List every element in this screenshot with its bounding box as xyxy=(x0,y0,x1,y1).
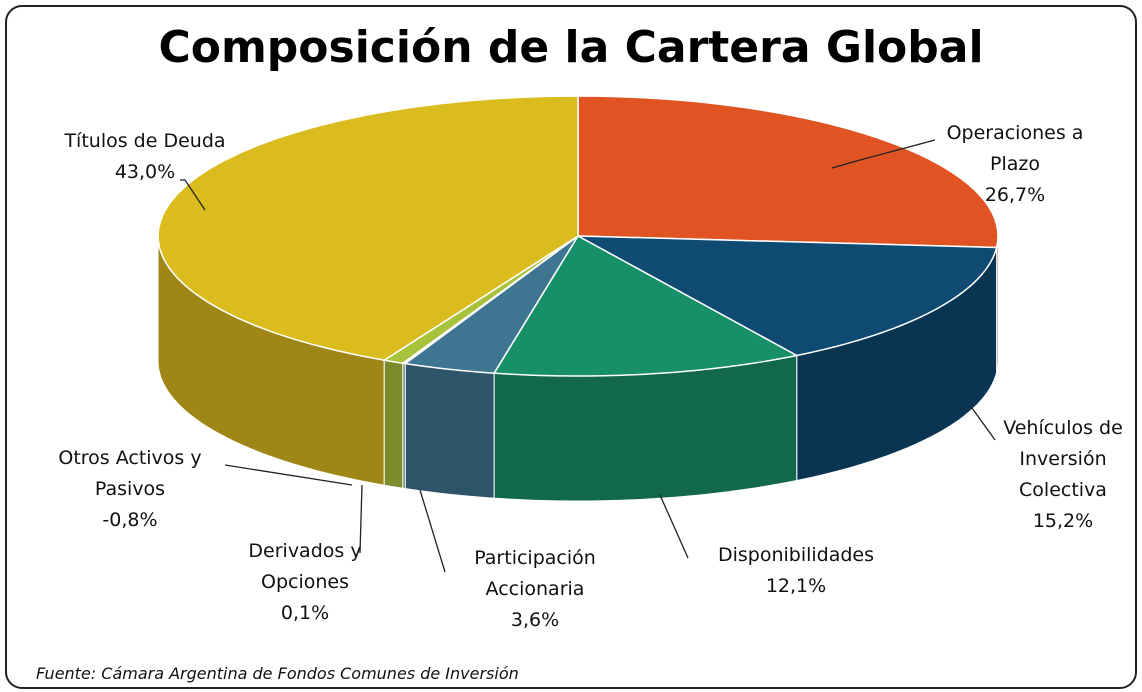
category: Participación Accionaria xyxy=(474,547,596,600)
leader-line xyxy=(224,464,353,486)
value-label: 3,6% xyxy=(510,609,560,631)
category: Operaciones a Plazo xyxy=(946,122,1084,175)
slice-label: Operaciones a Plazo 26,7% xyxy=(930,118,1100,211)
slice xyxy=(577,95,999,249)
value-label: 15,2% xyxy=(1032,510,1094,532)
leader-line xyxy=(180,179,206,211)
chart-title: Composición de la Cartera Global xyxy=(158,22,984,73)
slice xyxy=(577,235,998,357)
source-note: Fuente: Cámara Argentina de Fondos Comun… xyxy=(36,664,519,683)
slice-side xyxy=(383,359,404,489)
category: Otros Activos y Pasivos xyxy=(58,447,202,500)
slice-label: Derivados y Opciones 0,1% xyxy=(230,536,380,629)
leader-line xyxy=(359,484,363,554)
value-label: 0,1% xyxy=(280,602,330,624)
category: Títulos de Deuda xyxy=(64,130,226,152)
slice-label: Títulos de Deuda 43,0% xyxy=(35,126,255,188)
slice xyxy=(403,235,579,374)
category: Derivados y Opciones xyxy=(248,540,362,593)
leader-line xyxy=(659,494,689,559)
slice-label: Disponibilidades 12,1% xyxy=(686,540,906,602)
slice-label: Vehículos de Inversión Colectiva 15,2% xyxy=(988,413,1138,537)
slice xyxy=(492,234,799,377)
leader-line xyxy=(971,407,996,441)
leader-line xyxy=(831,139,936,169)
value-label: -0,8% xyxy=(102,509,158,531)
slice-side xyxy=(493,354,798,502)
slice-side xyxy=(404,363,495,499)
value-label: 43,0% xyxy=(114,161,176,183)
slice xyxy=(157,95,579,361)
leader-line xyxy=(419,489,446,573)
value-label: 26,7% xyxy=(984,184,1046,206)
slice-label: Participación Accionaria 3,6% xyxy=(445,543,625,636)
category: Vehículos de Inversión Colectiva xyxy=(1003,417,1123,501)
slice-label: Otros Activos y Pasivos -0,8% xyxy=(30,443,230,536)
category: Disponibilidades xyxy=(717,544,875,566)
value-label: 12,1% xyxy=(765,575,827,597)
